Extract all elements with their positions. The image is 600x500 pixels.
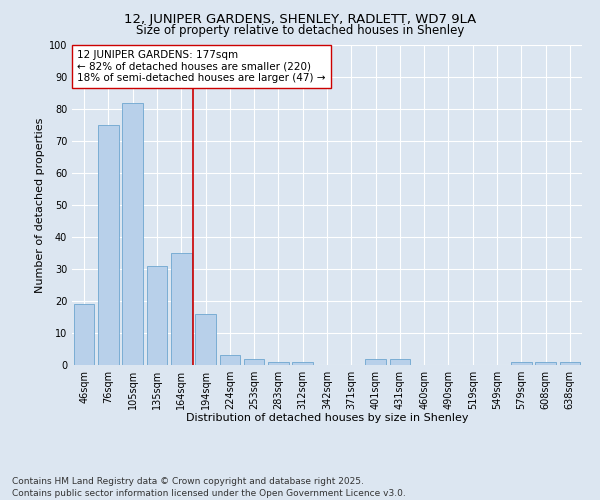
X-axis label: Distribution of detached houses by size in Shenley: Distribution of detached houses by size … [186, 414, 468, 424]
Bar [146, 266, 167, 365]
Text: 12 JUNIPER GARDENS: 177sqm
← 82% of detached houses are smaller (220)
18% of sem: 12 JUNIPER GARDENS: 177sqm ← 82% of deta… [77, 50, 326, 83]
Bar [122, 102, 143, 365]
Y-axis label: Number of detached properties: Number of detached properties [35, 118, 44, 292]
Bar [74, 304, 94, 365]
Bar [389, 358, 410, 365]
Bar [560, 362, 580, 365]
Text: 12, JUNIPER GARDENS, SHENLEY, RADLETT, WD7 9LA: 12, JUNIPER GARDENS, SHENLEY, RADLETT, W… [124, 12, 476, 26]
Text: Contains HM Land Registry data © Crown copyright and database right 2025.
Contai: Contains HM Land Registry data © Crown c… [12, 476, 406, 498]
Bar [244, 358, 265, 365]
Bar [292, 362, 313, 365]
Bar [195, 314, 216, 365]
Bar [98, 125, 119, 365]
Bar [535, 362, 556, 365]
Bar [268, 362, 289, 365]
Bar [511, 362, 532, 365]
Bar [220, 356, 240, 365]
Bar [171, 253, 191, 365]
Text: Size of property relative to detached houses in Shenley: Size of property relative to detached ho… [136, 24, 464, 37]
Bar [365, 358, 386, 365]
